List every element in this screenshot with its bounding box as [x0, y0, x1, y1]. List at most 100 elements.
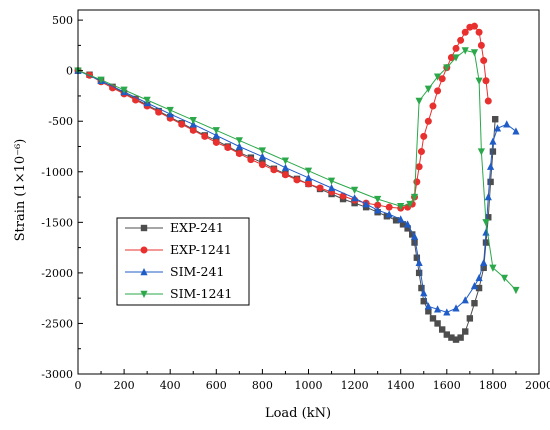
- data-point-sim-241: [470, 282, 479, 290]
- data-point-sim-1241: [258, 147, 266, 155]
- data-point-exp-1241: [270, 166, 278, 174]
- data-point-exp-241: [425, 308, 432, 315]
- data-point-exp-241: [452, 336, 460, 343]
- data-point-sim-241: [443, 308, 451, 316]
- data-point-sim-1241: [189, 117, 197, 125]
- data-point-sim-1241: [433, 73, 442, 81]
- data-point-sim-1241: [120, 86, 128, 94]
- data-point-exp-241: [404, 225, 411, 232]
- data-point-exp-1241: [235, 150, 243, 158]
- data-point-exp-241: [480, 264, 487, 272]
- data-point-exp-1241: [374, 201, 382, 209]
- data-point-sim-241: [486, 162, 495, 170]
- data-point-sim-241: [415, 258, 423, 266]
- data-point-exp-1241: [475, 28, 483, 36]
- data-point-exp-1241: [281, 171, 289, 179]
- data-point-sim-241: [482, 228, 490, 236]
- data-point-sim-1241: [351, 186, 359, 194]
- data-point-exp-1241: [424, 117, 432, 125]
- data-point-exp-1241: [457, 36, 465, 44]
- legend-label-sim-1241: SIM-1241: [170, 286, 232, 301]
- data-point-exp-241: [475, 284, 483, 292]
- data-point-exp-241: [392, 217, 400, 224]
- data-point-sim-1241: [452, 54, 460, 62]
- data-point-sim-241: [410, 232, 419, 240]
- data-point-sim-1241: [489, 264, 497, 272]
- data-point-sim-1241: [327, 177, 336, 185]
- x-tick-label: 1400: [387, 379, 415, 392]
- x-tick-label: 600: [206, 379, 227, 392]
- data-point-exp-1241: [413, 178, 421, 186]
- data-point-sim-241: [489, 137, 497, 145]
- data-point-sim-241: [327, 183, 336, 192]
- data-point-sim-241: [512, 127, 520, 135]
- data-point-sim-241: [420, 289, 428, 297]
- data-point-exp-241: [438, 326, 446, 333]
- data-point-sim-1241: [406, 200, 414, 209]
- data-point-sim-241: [452, 304, 460, 312]
- data-point-exp-1241: [415, 163, 423, 171]
- y-tick-label: -1000: [41, 166, 73, 179]
- data-point-exp-241: [485, 214, 492, 221]
- data-point-sim-1241: [235, 137, 243, 145]
- series-line-exp-1241: [77, 25, 489, 209]
- data-point-exp-241: [418, 284, 425, 292]
- x-tick-label: 800: [252, 379, 273, 392]
- data-point-sim-241: [424, 302, 432, 310]
- data-point-sim-241: [404, 220, 412, 228]
- data-point-sim-241: [475, 273, 483, 282]
- data-point-sim-241: [385, 210, 393, 218]
- legend-marker-exp-241: [140, 224, 148, 232]
- data-point-exp-241: [466, 315, 474, 322]
- data-point-exp-241: [443, 331, 450, 338]
- y-tick-label: -2500: [41, 317, 73, 330]
- data-point-sim-1241: [424, 85, 432, 93]
- legend: EXP-241 EXP-1241 SIM-241 SIM-1241: [116, 217, 250, 306]
- data-point-sim-241: [212, 131, 220, 139]
- data-point-sim-241: [258, 152, 266, 160]
- x-tick-label: 2000: [525, 379, 550, 392]
- data-point-exp-241: [413, 254, 421, 261]
- data-point-sim-1241: [443, 64, 451, 72]
- data-point-exp-1241: [484, 97, 492, 105]
- x-tick-label: 1000: [295, 379, 323, 392]
- y-tick-label: -2000: [41, 267, 73, 280]
- data-point-sim-241: [397, 215, 405, 223]
- data-point-sim-1241: [410, 193, 419, 202]
- data-point-exp-1241: [438, 75, 446, 83]
- data-point-exp-1241: [189, 126, 197, 134]
- data-point-exp-1241: [452, 44, 460, 52]
- y-tick-label: -3000: [41, 368, 73, 381]
- data-point-exp-241: [487, 178, 494, 186]
- data-point-exp-1241: [178, 120, 186, 128]
- data-point-sim-1241: [461, 47, 469, 55]
- data-point-sim-241: [351, 194, 359, 202]
- series-layer: [74, 22, 520, 343]
- data-point-exp-241: [434, 320, 441, 327]
- data-point-exp-241: [415, 269, 423, 277]
- x-tick-label: 1600: [433, 379, 461, 392]
- data-point-exp-241: [457, 334, 464, 341]
- data-point-sim-1241: [143, 96, 151, 104]
- data-point-sim-241: [493, 124, 502, 132]
- data-point-exp-1241: [212, 138, 220, 146]
- data-point-exp-1241: [385, 203, 393, 211]
- y-axis-label: Strain (1×10⁻⁶): [13, 139, 28, 242]
- y-tick-label: 500: [52, 14, 73, 27]
- legend-box: [116, 217, 250, 306]
- data-point-exp-241: [411, 239, 418, 246]
- data-point-sim-241: [235, 142, 243, 150]
- data-point-sim-1241: [477, 148, 485, 156]
- data-point-sim-1241: [281, 157, 290, 165]
- data-point-exp-1241: [482, 77, 490, 85]
- x-tick-label: 1200: [341, 379, 369, 392]
- x-axis-label: Load (kN): [265, 406, 331, 421]
- legend-marker-sim-1241: [140, 290, 148, 298]
- data-point-exp-241: [489, 148, 497, 155]
- data-point-exp-1241: [258, 161, 266, 169]
- series-sim-1241: [74, 47, 520, 295]
- data-point-sim-1241: [470, 49, 479, 57]
- data-point-exp-241: [448, 334, 455, 341]
- data-point-sim-1241: [475, 77, 483, 85]
